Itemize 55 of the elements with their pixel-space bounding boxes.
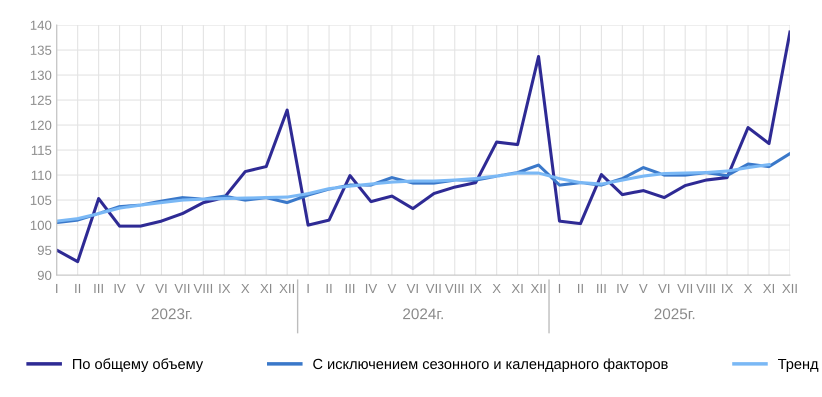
x-tick-label: V bbox=[388, 284, 396, 294]
x-tick-label: III bbox=[346, 284, 354, 294]
x-tick-label: XI bbox=[763, 284, 774, 294]
x-tick-label: VI bbox=[658, 284, 670, 294]
text: 2025г. bbox=[654, 308, 694, 320]
x-tick-label: III bbox=[597, 284, 606, 294]
x-tick-label: II bbox=[326, 284, 332, 294]
x-tick-label: VII bbox=[174, 284, 190, 294]
x-tick-label: VIII bbox=[444, 284, 464, 294]
x-tick-label: IX bbox=[470, 284, 482, 294]
line-series bbox=[56, 30, 790, 264]
x-tick-label: XII bbox=[279, 284, 294, 294]
x-tick-label: II bbox=[578, 284, 583, 294]
x-tick-label: IV bbox=[114, 284, 126, 294]
x-tick-label: I bbox=[558, 284, 560, 294]
x-tick-label: X bbox=[241, 284, 250, 294]
y-tick-label: 140 bbox=[30, 20, 52, 30]
x-tick-label: IV bbox=[617, 284, 629, 294]
x-tick-label: V bbox=[638, 284, 648, 294]
x-tick-label: VIII bbox=[194, 284, 212, 294]
x-tick-label: XII bbox=[782, 284, 797, 294]
line-series bbox=[56, 163, 771, 223]
legend-label: По общему объему bbox=[73, 358, 204, 372]
y-tick-label: 130 bbox=[30, 70, 52, 80]
x-tick-label: VII bbox=[426, 284, 441, 294]
x-tick-label: VI bbox=[406, 284, 418, 294]
x-tick-label: X bbox=[492, 284, 501, 294]
y-tick-label: 120 bbox=[30, 120, 52, 130]
legend-label: Тренд bbox=[778, 358, 818, 372]
x-tick-label: IV bbox=[366, 284, 378, 294]
x-tick-label: I bbox=[56, 284, 58, 294]
x-tick-label: IX bbox=[219, 284, 230, 294]
x-tick-label: XI bbox=[260, 284, 272, 294]
y-tick-label: 135 bbox=[30, 46, 52, 55]
x-tick-label: V bbox=[136, 284, 145, 294]
y-tick-label: 115 bbox=[32, 146, 52, 155]
x-tick-label: IX bbox=[722, 284, 734, 294]
y-tick-label: 105 bbox=[30, 196, 52, 205]
x-tick-label: XI bbox=[512, 284, 523, 294]
x-tick-label: III bbox=[94, 284, 103, 294]
text: 2024г. bbox=[403, 308, 443, 320]
y-tick-label: 95 bbox=[38, 246, 52, 256]
x-tick-label: X bbox=[744, 284, 752, 294]
y-tick-label: 100 bbox=[30, 220, 52, 230]
x-tick-label: VI bbox=[155, 284, 166, 294]
y-tick-label: 90 bbox=[38, 270, 52, 280]
x-tick-label: I bbox=[307, 284, 309, 294]
y-tick-label: 110 bbox=[32, 170, 52, 180]
y-tick-label: 125 bbox=[30, 96, 52, 105]
text: 2023г. bbox=[152, 308, 192, 320]
x-tick-label: VIII bbox=[696, 284, 715, 294]
x-tick-label: VII bbox=[677, 284, 692, 294]
x-tick-label: XII bbox=[530, 284, 546, 294]
legend-label: С исключением сезонного и календарного факторов bbox=[313, 358, 668, 372]
x-tick-label: II bbox=[75, 284, 80, 294]
